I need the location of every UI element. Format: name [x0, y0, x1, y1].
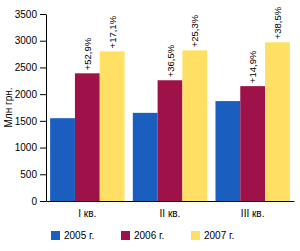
y-axis-title: Млн грн.	[3, 88, 14, 128]
tick-label: I кв.	[78, 208, 96, 219]
tick-label: 1000	[15, 142, 38, 153]
tick: 2000	[15, 89, 46, 100]
legend-label: 2006 г.	[134, 230, 164, 241]
bar	[158, 80, 183, 201]
annotation: +25,3%	[189, 14, 200, 47]
legend-label: 2005 г.	[64, 230, 94, 241]
bar	[240, 86, 265, 201]
tick: II кв.	[160, 201, 181, 219]
plot: 0500100015002000250030003500I кв.II кв.I…	[15, 6, 295, 219]
legend-swatch	[51, 231, 60, 240]
tick: 0	[31, 196, 46, 207]
tick-label: II кв.	[160, 208, 181, 219]
legend-item: 2007 г.	[191, 230, 234, 241]
bar	[50, 118, 75, 201]
tick: 3500	[15, 9, 46, 20]
tick-mark	[40, 94, 46, 95]
tick-mark	[40, 67, 46, 68]
annotation: +36,5%	[165, 44, 176, 77]
tick-mark	[40, 148, 46, 149]
tick-mark	[40, 41, 46, 42]
x-axis: I кв. II кв. III кв.	[47, 201, 295, 219]
tick-mark	[40, 201, 46, 202]
legend-swatch	[121, 231, 130, 240]
tick-label: 500	[20, 169, 37, 180]
tick-label: 1500	[15, 116, 38, 127]
legend-swatch	[191, 231, 200, 240]
bar	[100, 51, 125, 201]
y-axis: 0 500 1000 1500 2000 2500 3000 3500	[15, 9, 47, 207]
tick: I кв.	[78, 201, 96, 219]
legend-item: 2005 г.	[51, 230, 94, 241]
tick: 3000	[15, 35, 46, 46]
annotations: +52,9% +17,1% +36,5% +25,3% +14,9% +38,5%	[82, 6, 283, 83]
tick: 2500	[15, 62, 46, 73]
bar	[133, 113, 158, 201]
annotation: +52,9%	[82, 37, 93, 70]
bar	[182, 50, 207, 201]
tick: 1000	[15, 142, 46, 153]
tick: 1500	[15, 116, 46, 127]
tick-mark	[40, 121, 46, 122]
tick-mark	[40, 174, 46, 175]
tick: 500	[20, 169, 46, 180]
bar	[75, 73, 100, 201]
axis-line	[47, 201, 295, 202]
legend: 2005 г. 2006 г. 2007 г.	[51, 230, 234, 241]
axis-line	[46, 15, 47, 202]
tick-label: III кв.	[241, 208, 265, 219]
legend-label: 2007 г.	[204, 230, 234, 241]
tick-label: 2500	[15, 62, 38, 73]
tick-label: 2000	[15, 89, 38, 100]
chart: 0500100015002000250030003500I кв.II кв.I…	[0, 0, 300, 251]
annotation: +17,1%	[107, 15, 118, 48]
tick-label: 3000	[15, 35, 38, 46]
bar	[265, 42, 290, 201]
tick: III кв.	[241, 201, 265, 219]
tick-label: 0	[31, 196, 37, 207]
annotation: +38,5%	[272, 6, 283, 39]
legend-item: 2006 г.	[121, 230, 164, 241]
tick-mark	[40, 14, 46, 15]
bar	[215, 101, 240, 201]
annotation: +14,9%	[247, 50, 258, 83]
tick-label: 3500	[15, 9, 38, 20]
